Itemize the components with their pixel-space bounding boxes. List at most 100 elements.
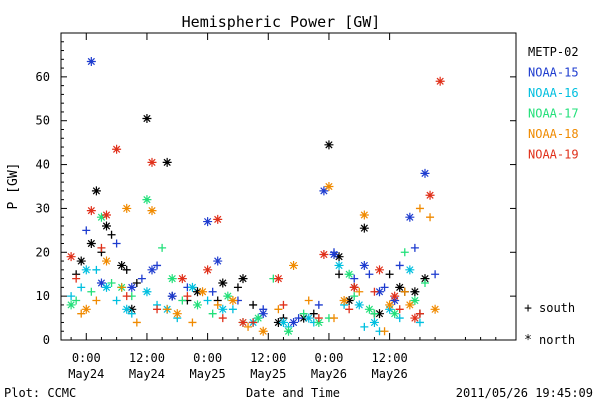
north-point xyxy=(410,296,420,306)
south-point xyxy=(97,243,106,252)
south-point xyxy=(107,230,116,239)
north-point xyxy=(364,304,374,314)
north-point xyxy=(218,304,228,314)
north-point xyxy=(162,157,172,167)
north-point xyxy=(122,304,132,314)
south-point xyxy=(203,296,212,305)
x-tick-date-label: May26 xyxy=(372,367,408,381)
north-point xyxy=(420,168,430,178)
north-point xyxy=(66,252,76,262)
north-point xyxy=(228,296,238,306)
south-point xyxy=(370,287,379,296)
legend-item: NOAA-17 xyxy=(528,107,579,121)
north-point xyxy=(354,300,364,310)
north-point xyxy=(339,296,349,306)
north-point xyxy=(223,291,233,301)
north-point xyxy=(289,260,299,270)
north-point xyxy=(102,256,111,266)
south-point xyxy=(228,305,237,314)
series-legend: METP-02 NOAA-15 NOAA-16 NOAA-17 NOAA-18 NOAA-… xyxy=(528,45,579,162)
north-point xyxy=(112,144,122,154)
south-point xyxy=(92,296,101,305)
north-point xyxy=(334,252,344,262)
north-point xyxy=(324,140,334,150)
south-point xyxy=(314,314,323,323)
legend-north-label: north xyxy=(539,333,575,347)
north-point xyxy=(284,326,293,336)
legend-south-label: south xyxy=(539,301,575,315)
north-point xyxy=(142,114,152,124)
plot-timestamp: 2011/05/26 19:45:09 xyxy=(456,386,593,400)
south-point xyxy=(380,327,389,336)
south-point xyxy=(421,278,429,287)
x-tick-time-label: 0:00 xyxy=(193,351,222,365)
south-point xyxy=(395,314,404,323)
north-point xyxy=(213,256,223,266)
north-point xyxy=(304,313,314,323)
north-point xyxy=(430,304,440,314)
north-point xyxy=(177,274,187,284)
south-point xyxy=(415,204,424,213)
south-point xyxy=(274,305,283,314)
north-point xyxy=(329,249,339,259)
north-point xyxy=(198,287,208,297)
south-point xyxy=(395,305,404,314)
south-point xyxy=(431,270,440,279)
plot-credit: Plot: CCMC xyxy=(4,386,76,400)
south-point xyxy=(415,318,424,327)
south-point xyxy=(294,314,303,323)
north-point xyxy=(187,282,197,292)
south-point xyxy=(426,213,435,222)
north-point xyxy=(86,206,96,216)
south-point xyxy=(208,287,217,296)
north-point xyxy=(253,313,263,323)
south-point xyxy=(112,239,121,248)
north-point xyxy=(405,212,415,222)
north-point xyxy=(213,214,223,224)
legend-item: NOAA-15 xyxy=(528,66,579,80)
north-point xyxy=(324,182,334,191)
south-point xyxy=(153,261,162,270)
south-point xyxy=(188,318,197,327)
south-point xyxy=(178,296,187,305)
south-point xyxy=(72,274,81,283)
south-point xyxy=(183,292,192,301)
south-point xyxy=(350,292,359,301)
north-point xyxy=(193,287,202,297)
north-point xyxy=(147,206,157,216)
chart-title: Hemispheric Power [GW] xyxy=(182,13,381,31)
y-tick-label: 50 xyxy=(36,114,50,128)
north-point xyxy=(344,269,354,279)
y-tick-label: 0 xyxy=(43,333,50,347)
north-point xyxy=(81,304,91,314)
north-point xyxy=(193,300,202,310)
south-point xyxy=(335,270,344,279)
legend-north-symbol: * xyxy=(524,333,532,348)
north-point xyxy=(258,309,268,319)
north-point xyxy=(96,212,106,222)
south-point xyxy=(158,243,167,252)
y-tick-label: 40 xyxy=(36,158,50,172)
north-point xyxy=(390,291,400,301)
north-point xyxy=(102,221,111,231)
north-point xyxy=(395,282,405,292)
south-point xyxy=(87,287,96,296)
south-point xyxy=(385,270,394,279)
x-tick-time-label: 0:00 xyxy=(72,351,101,365)
north-point xyxy=(66,300,76,310)
north-point xyxy=(203,217,213,227)
south-point xyxy=(380,283,389,292)
north-point xyxy=(405,300,415,310)
south-point xyxy=(314,300,323,309)
south-point xyxy=(299,309,308,318)
north-point xyxy=(86,239,96,249)
north-point xyxy=(172,309,182,319)
south-point xyxy=(132,278,141,287)
north-point xyxy=(319,186,329,196)
x-tick-time-label: 12:00 xyxy=(250,351,286,365)
y-tick-label: 30 xyxy=(36,201,50,215)
south-point xyxy=(360,322,369,331)
north-point xyxy=(238,317,248,327)
legend-south-symbol: + xyxy=(524,301,532,316)
